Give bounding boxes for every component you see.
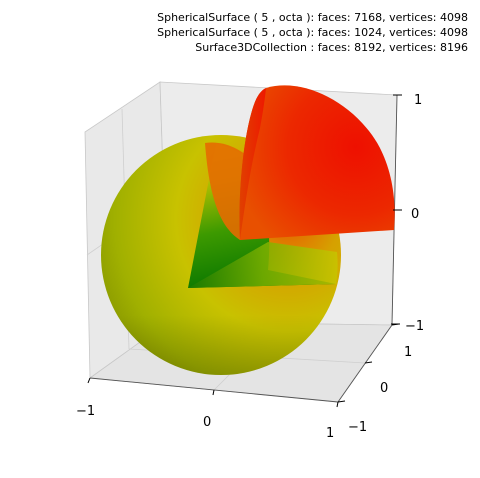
legend-line-2: SphericalSurface ( 5 , octa ): faces: 10… — [157, 26, 468, 39]
y-tick-label: 1 — [404, 345, 412, 360]
z-tick-label: −1 — [405, 319, 424, 334]
y-tick-label: −1 — [348, 420, 367, 435]
legend-line-3: Surface3DCollection : faces: 8192, verti… — [195, 41, 468, 54]
z-tick-label: 0 — [411, 207, 419, 222]
legend-line-1: SphericalSurface ( 5 , octa ): faces: 71… — [157, 11, 468, 24]
cut-floor — [188, 242, 338, 288]
x-tick-label: 1 — [326, 426, 334, 441]
displaced-octant-edge — [239, 88, 266, 240]
y-axis: −1 0 1 — [337, 323, 412, 435]
x-axis: −1 0 1 — [76, 377, 339, 441]
legend: SphericalSurface ( 5 , octa ): faces: 71… — [157, 10, 468, 55]
displaced-octant — [239, 85, 395, 240]
y-tick-label: 0 — [380, 381, 388, 396]
x-tick-label: −1 — [76, 404, 95, 419]
z-tick-label: 1 — [414, 93, 422, 108]
x-tick-label: 0 — [203, 415, 211, 430]
